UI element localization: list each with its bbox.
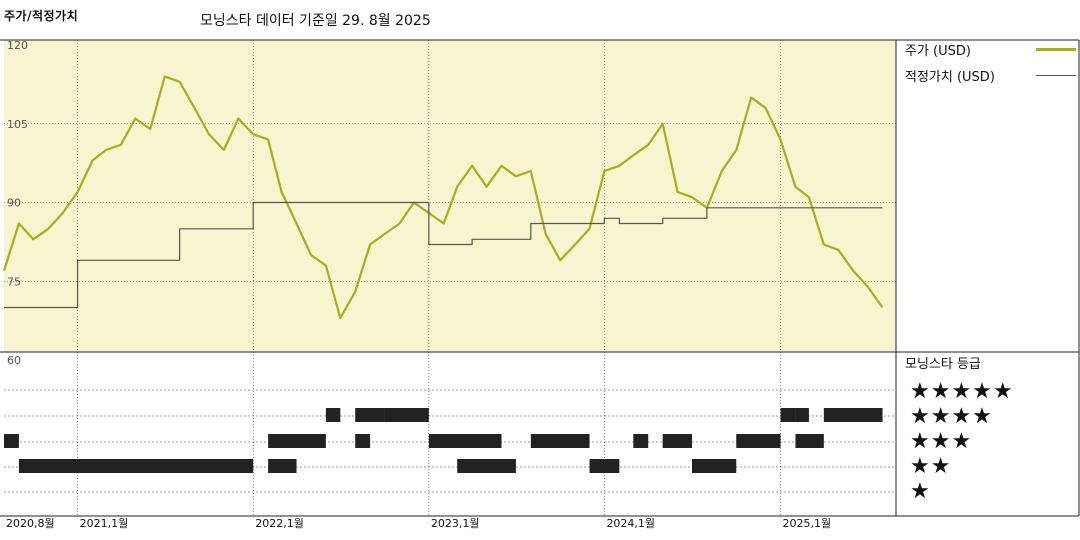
rating-bar [355,434,371,448]
rating-bar [384,408,429,422]
x-tick-label: 2023,1월 [431,517,480,530]
rating-bar [795,434,824,448]
rating-bar [736,434,781,448]
rating-bar [457,459,516,473]
rating-legend-title: 모닝스타 등급 [905,357,981,372]
fair-value-line [4,201,883,309]
legend-price-swatch [1036,48,1076,51]
y-tick-label: 75 [7,275,21,288]
rating-bar [823,408,883,422]
x-tick-label: 2021,1월 [80,517,129,530]
x-tick-label: 2025,1월 [783,517,832,530]
legend-fair-value-label: 적정가치 (USD) [905,70,995,85]
x-tick-label: 2024,1월 [606,517,655,530]
star-row-5: ★★★★★ [910,379,1014,404]
star-row-4: ★★★★ [910,404,993,429]
x-tick-label: 2022,1월 [255,517,304,530]
y-tick-label: 105 [7,118,28,131]
chart-title: 주가/적정가치 [4,9,79,23]
rating-bar [268,434,326,448]
rating-bar [662,434,693,448]
legend-price: 주가 (USD) [905,40,1077,59]
price-line [2,75,884,320]
rating-bar [530,434,590,448]
star-row-3: ★★★ [910,429,973,454]
rating-bar [428,434,502,448]
star-row-2: ★★ [910,454,952,479]
rating-bar [795,408,809,422]
rating-bar [633,434,649,448]
rating-bar [589,459,620,473]
y-tick-label: 90 [7,197,21,210]
chart-subtitle: 모닝스타 데이터 기준일 29. 8월 2025 [200,13,431,29]
rating-bar [355,408,385,422]
rating-bar [325,408,341,422]
rating-bar [4,434,19,448]
rating-bar [268,459,297,473]
legend-price-label: 주가 (USD) [905,44,971,59]
star-row-1: ★ [910,479,931,504]
rating-bar [692,459,737,473]
y-tick-label: 60 [7,354,21,367]
rating-bar [18,459,254,473]
plot-background [4,40,896,352]
rating-bar [780,408,796,422]
legend-fair-value-swatch [1036,75,1076,76]
y-tick-label: 120 [7,39,28,52]
legend-fair-value: 적정가치 (USD) [905,66,1077,85]
x-tick-label: 2020,8월 [6,517,55,530]
